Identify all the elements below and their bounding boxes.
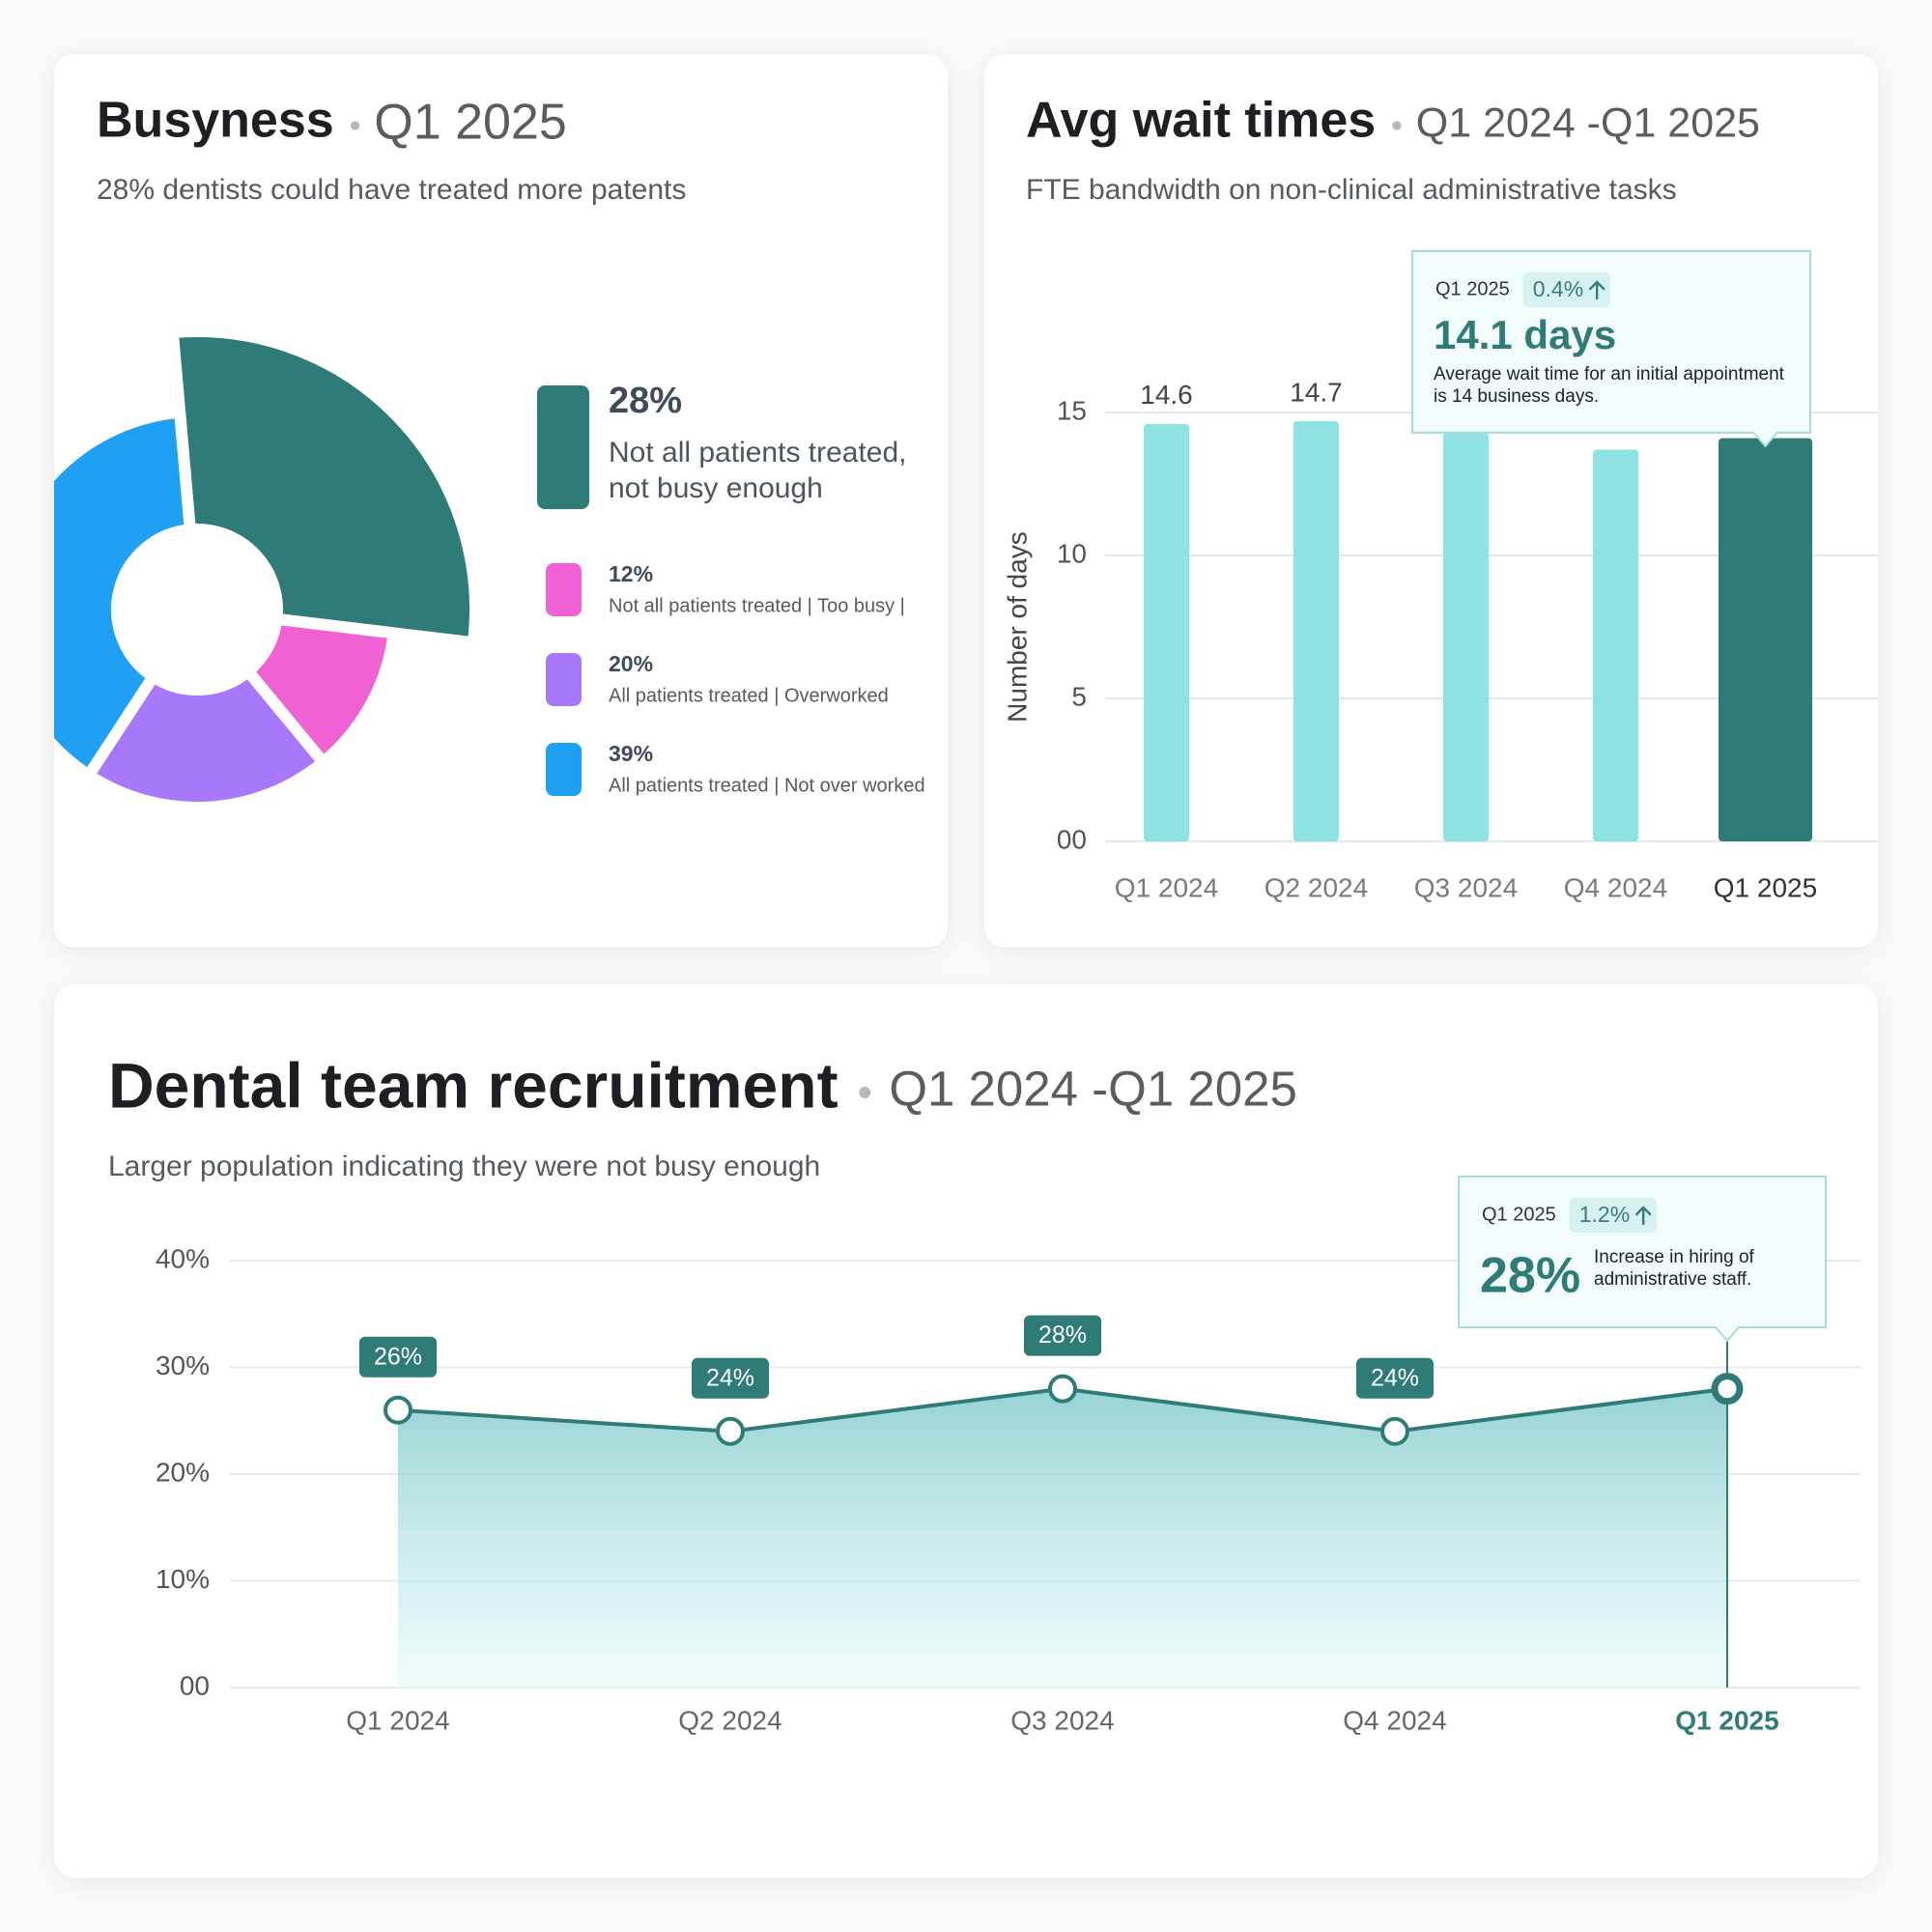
- title-separator: [859, 1087, 871, 1098]
- legend-swatch: [546, 653, 582, 706]
- tooltip-change: 0.4%: [1533, 276, 1583, 301]
- area-fill: [398, 1388, 1727, 1688]
- chart-title: Busyness: [97, 93, 334, 149]
- tooltip-text-box: Average wait time for an initial appoint…: [1434, 364, 1784, 407]
- y-tick-label: 5: [1071, 681, 1087, 711]
- title-separator: [1392, 121, 1402, 130]
- y-tick-label: 30%: [156, 1350, 210, 1380]
- x-tick-label: Q1 2025: [1714, 872, 1817, 902]
- chart-subtitle: Q1 2024 -Q1 2025: [889, 1061, 1296, 1116]
- chart-description: FTE bandwidth on non-clinical administra…: [1026, 174, 1677, 206]
- chart-subtitle: Q1 2025: [374, 95, 566, 151]
- legend-label-box: Not all patients treated, not busy enoug…: [609, 437, 907, 504]
- change-badge: [1569, 1198, 1658, 1233]
- legend-value: 12%: [609, 561, 653, 586]
- y-tick-label: 20%: [156, 1457, 210, 1487]
- tooltip-headline: 14.1 days: [1434, 312, 1616, 357]
- x-tick-label: Q4 2024: [1343, 1705, 1446, 1735]
- bar: [1593, 449, 1638, 841]
- tooltip-text: Average wait time for an initial appoint…: [1434, 364, 1784, 407]
- chart-subtitle: Q1 2024 -Q1 2025: [1416, 99, 1760, 146]
- y-tick-label: 10: [1057, 538, 1087, 568]
- point: [716, 1416, 745, 1446]
- x-tick-label: Q2 2024: [1264, 872, 1368, 902]
- value-badge: [691, 1357, 770, 1399]
- pie-slice: [82, 666, 329, 813]
- point: [1048, 1374, 1077, 1404]
- tooltip-period: Q1 2025: [1435, 278, 1510, 299]
- value-badge: [1023, 1315, 1102, 1356]
- bar: [1293, 420, 1339, 841]
- bar-value-label: 14.7: [1290, 377, 1343, 407]
- x-tick-label: Q1 2025: [1675, 1705, 1778, 1735]
- bar: [1719, 438, 1812, 841]
- x-tick-label: Q1 2024: [346, 1705, 449, 1735]
- legend-value: 20%: [609, 651, 653, 676]
- tooltip-text: Increase in hiring of administrative sta…: [1594, 1247, 1754, 1290]
- pie: [54, 326, 481, 813]
- title-separator: [350, 121, 360, 130]
- up-arrow-icon: [1634, 1206, 1652, 1226]
- legend-value: 39%: [609, 741, 653, 766]
- value-badge: [358, 1336, 438, 1378]
- tooltip-box: [1458, 1176, 1827, 1343]
- y-tick-label: 10%: [156, 1564, 210, 1594]
- y-tick-label: 15: [1057, 395, 1087, 425]
- bar: [1443, 432, 1489, 841]
- legend-label: Not all patients treated | Too busy |: [609, 595, 905, 616]
- chart-description: 28% dentists could have treated more pat…: [97, 174, 686, 206]
- x-tick-label: Q3 2024: [1010, 1705, 1114, 1735]
- value-label: 24%: [1371, 1364, 1419, 1391]
- pie-slice: [166, 326, 481, 649]
- x-tick-label: Q3 2024: [1414, 872, 1518, 902]
- chart-title: Dental team recruitment: [108, 1049, 838, 1121]
- value-label: 26%: [374, 1343, 422, 1370]
- bar-value-label: 14.6: [1140, 380, 1193, 410]
- legend-swatch: [546, 743, 582, 796]
- y-tick-label: 00: [180, 1670, 210, 1700]
- point: [1380, 1416, 1409, 1446]
- legend-label: Not all patients treated, not busy enoug…: [609, 437, 907, 504]
- tooltip-change: 1.2%: [1579, 1202, 1630, 1227]
- point: [1711, 1373, 1744, 1406]
- change-badge: [1522, 272, 1611, 307]
- x-tick-label: Q4 2024: [1564, 872, 1667, 902]
- legend-value: 28%: [609, 381, 682, 421]
- value-badge: [1355, 1357, 1435, 1399]
- chart-description: Larger population indicating they were n…: [108, 1151, 820, 1182]
- legend-swatch: [537, 385, 589, 509]
- tooltip-period: Q1 2025: [1482, 1204, 1556, 1225]
- point: [384, 1395, 412, 1425]
- bar: [1144, 423, 1189, 841]
- up-arrow-icon: [1588, 280, 1605, 300]
- tooltip-text-box: Increase in hiring of administrative sta…: [1594, 1247, 1754, 1290]
- y-axis-label: Number of days: [1002, 531, 1032, 723]
- legend-swatch: [546, 563, 582, 616]
- x-tick-label: Q1 2024: [1115, 872, 1218, 902]
- pie-slice: [54, 406, 196, 781]
- x-tick-label: Q2 2024: [678, 1705, 781, 1735]
- y-tick-label: 40%: [156, 1243, 210, 1273]
- chart-title: Avg wait times: [1026, 93, 1376, 149]
- y-tick-label: 00: [1057, 824, 1087, 854]
- value-label: 28%: [1038, 1321, 1087, 1349]
- legend-label: All patients treated | Overworked: [609, 685, 889, 706]
- tooltip-headline: 28%: [1480, 1248, 1580, 1304]
- value-label: 24%: [706, 1364, 754, 1391]
- legend-label: All patients treated | Not over worked: [609, 775, 925, 796]
- tooltip-box: [1411, 250, 1811, 448]
